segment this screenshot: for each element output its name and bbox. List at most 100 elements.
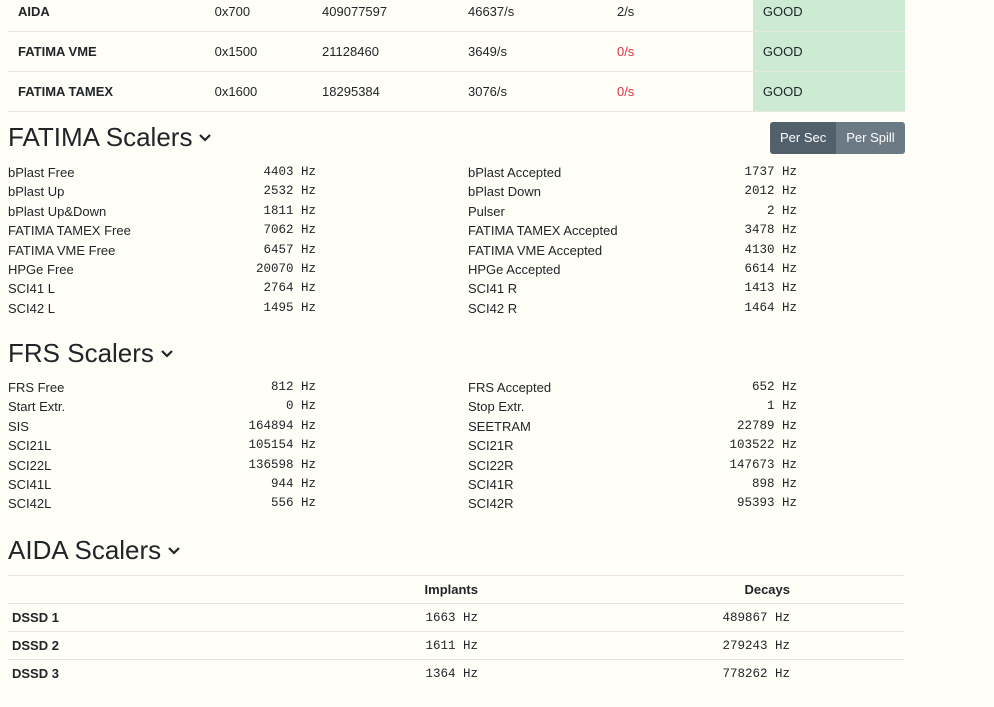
fatima-scalers-header[interactable]: FATIMA Scalers [8,122,212,153]
detector-count: 409077597 [312,0,458,32]
scaler-label: bPlast Accepted [468,165,562,180]
table-row: DSSD 1 1663 Hz 489867 Hz [8,603,904,632]
scaler-value: 136598 Hz [248,457,316,472]
dssd-name: DSSD 2 [8,631,376,660]
aida-scalers-title: AIDA Scalers [8,535,162,565]
per-sec-button[interactable]: Per Sec [770,122,837,154]
scaler-value: 2012 Hz [744,184,797,199]
aida-col-decays: Decays [482,575,794,604]
scaler-value: 898 Hz [751,476,797,491]
frs-scalers-header[interactable]: FRS Scalers [8,338,174,369]
scaler-value: 2764 Hz [263,281,316,296]
scaler-label: SCI21R [468,438,514,454]
scaler-value: 1811 Hz [263,203,316,218]
detector-errors: 2/s [606,0,753,32]
aida-scalers-header[interactable]: AIDA Scalers [8,535,181,566]
scaler-label: FATIMA TAMEX Accepted [468,223,618,239]
scaler-label: FRS Free [8,380,65,395]
detector-count: 18295384 [312,71,458,112]
fatima-scalers-list: bPlast Free 4403 Hz bPlast Accepted 1737 Hz… [8,163,908,318]
scaler-row: FATIMA TAMEX Free 7062 Hz FATIMA TAMEX Acc… [8,221,908,240]
scaler-value: 4130 Hz [744,242,797,257]
scaler-value: 652 Hz [751,380,797,394]
table-row: DSSD 3 1364 Hz 778262 Hz [8,659,904,687]
fatima-scalers-title: FATIMA Scalers [8,122,193,152]
scaler-value: 0 Hz [285,399,316,414]
scaler-row: HPGe Free 20070 Hz HPGe Accepted 6614 Hz [8,260,908,279]
scaler-label: SCI42 R [468,300,518,316]
dssd-decays: 778262 Hz [482,659,794,687]
scaler-label: bPlast Up&Down [8,203,107,219]
scaler-label: SIS [8,418,29,434]
scaler-label: SCI42 L [8,300,55,316]
scaler-label: SCI42R [468,496,514,512]
scaler-label: FRS Accepted [468,380,552,395]
scaler-row: Start Extr. 0 Hz Stop Extr. 1 Hz [8,397,908,416]
detector-row: FATIMA VME 0x1500 21128460 3649/s 0/s GOOD [8,31,905,72]
table-row: DSSD 2 1611 Hz 279243 Hz [8,631,904,660]
scaler-label: HPGe Accepted [468,261,561,277]
scaler-label: Start Extr. [8,399,66,415]
detector-count: 21128460 [312,31,458,72]
scaler-label: HPGe Free [8,261,74,277]
scaler-value: 105154 Hz [248,438,316,453]
dssd-spacer [794,603,904,632]
detector-status-badge: GOOD [752,31,905,72]
scaler-label: SCI42L [8,496,52,512]
detector-rate: 3649/s [457,31,607,72]
scaler-label: SCI22R [468,457,514,473]
aida-scalers-table: Implants Decays DSSD 1 1663 Hz 489867 Hz DS… [8,575,904,687]
dssd-spacer [794,631,904,660]
scaler-value: 3478 Hz [744,223,797,238]
scaler-row: SCI42 L 1495 Hz SCI42 R 1464 Hz [8,299,908,318]
scaler-value: 4403 Hz [263,165,316,179]
scaler-value: 556 Hz [270,496,316,511]
frs-scalers-title: FRS Scalers [8,338,154,368]
scaler-label: SCI41 L [8,281,55,297]
scaler-row: bPlast Up&Down 1811 Hz Pulser 2 Hz [8,202,908,221]
per-spill-button[interactable]: Per Spill [836,122,905,154]
scaler-row: SCI41 L 2764 Hz SCI41 R 1413 Hz [8,279,908,298]
scaler-label: SCI41R [468,476,514,492]
scaler-label: FATIMA VME Free [8,242,116,258]
dssd-implants: 1364 Hz [376,659,482,687]
scaler-label: FATIMA TAMEX Free [8,223,131,239]
detector-name: FATIMA VME [8,31,205,72]
scaler-value: 944 Hz [270,476,316,491]
scaler-row: SCI41L 944 Hz SCI41R 898 Hz [8,475,908,494]
scaler-row: SCI22L 136598 Hz SCI22R 147673 Hz [8,456,908,475]
scaler-value: 6614 Hz [744,261,797,276]
scaler-value: 1 Hz [766,399,797,414]
scaler-row: SIS 164894 Hz SEETRAM 22789 Hz [8,417,908,436]
scaler-value: 2532 Hz [263,184,316,199]
detector-status-table: AIDA 0x700 409077597 46637/s 2/s GOOD FATIMA V… [8,0,905,112]
detector-row: FATIMA TAMEX 0x1600 18295384 3076/s 0/s GOOD [8,71,905,112]
scaler-value: 1413 Hz [744,281,797,296]
aida-col-implants: Implants [376,575,482,604]
scaler-value: 6457 Hz [263,242,316,257]
scaler-row: FATIMA VME Free 6457 Hz FATIMA VME Accepte… [8,241,908,260]
scaler-label: bPlast Up [8,184,65,200]
scaler-label: SCI41L [8,476,52,492]
chevron-down-icon[interactable] [198,133,212,143]
dssd-name: DSSD 3 [8,659,376,687]
chevron-down-icon[interactable] [167,546,181,556]
aida-col-name [8,575,376,604]
scaler-row: bPlast Free 4403 Hz bPlast Accepted 1737 Hz [8,163,908,182]
detector-status-badge: GOOD [752,71,905,112]
scaler-label: FATIMA VME Accepted [468,242,603,258]
scaler-row: bPlast Up 2532 Hz bPlast Down 2012 Hz [8,182,908,201]
detector-rate: 46637/s [457,0,607,32]
aida-table-header: Implants Decays [8,575,904,604]
chevron-down-icon[interactable] [160,349,174,359]
aida-col-spacer [794,575,904,604]
rate-mode-toggle: Per Sec Per Spill [770,122,905,154]
scaler-value: 1464 Hz [744,300,797,315]
dssd-implants: 1663 Hz [376,603,482,632]
scaler-row: SCI21L 105154 Hz SCI21R 103522 Hz [8,436,908,455]
frs-scalers-list: FRS Free 812 Hz FRS Accepted 652 Hz Start Ex… [8,378,908,514]
detector-status-badge: GOOD [752,0,905,32]
scaler-label: Stop Extr. [468,399,525,415]
dssd-name: DSSD 1 [8,603,376,632]
scaler-value: 7062 Hz [263,223,316,238]
